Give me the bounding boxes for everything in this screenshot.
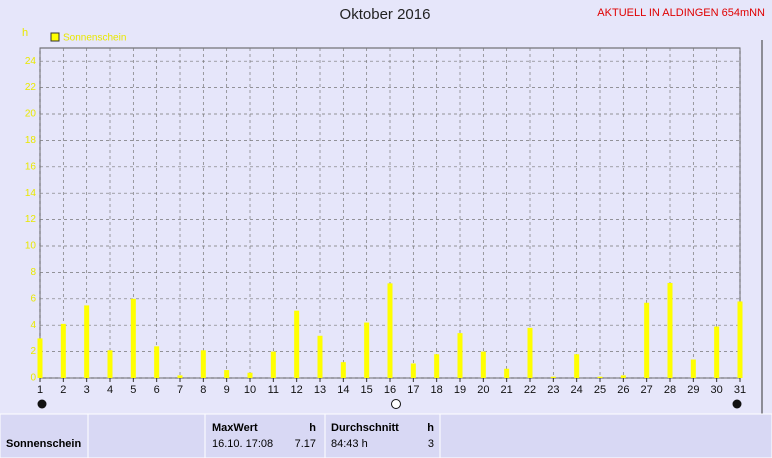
y-tick-label: 22 — [25, 82, 37, 93]
bar — [550, 376, 556, 378]
y-axis-label: h — [22, 27, 28, 39]
x-tick-label: 17 — [407, 384, 419, 396]
x-tick-label: 14 — [337, 384, 349, 396]
bar — [270, 351, 276, 378]
bar — [574, 354, 580, 378]
x-tick-label: 3 — [84, 384, 90, 396]
x-tick-label: 5 — [130, 384, 136, 396]
bar — [527, 327, 533, 378]
x-tick-label: 26 — [617, 384, 629, 396]
y-tick-label: 0 — [30, 373, 36, 384]
max-unit: h — [309, 422, 316, 434]
x-tick-label: 12 — [291, 384, 303, 396]
bar — [364, 322, 370, 378]
x-tick-label: 27 — [641, 384, 653, 396]
max-label: MaxWert — [212, 422, 258, 434]
avg-time: 84:43 h — [331, 438, 368, 450]
row-label: Sonnenschein — [6, 438, 81, 450]
x-tick-label: 28 — [664, 384, 676, 396]
bar — [84, 305, 90, 378]
y-tick-label: 24 — [25, 56, 37, 67]
bar — [107, 350, 113, 378]
bar — [340, 362, 346, 378]
bar — [620, 375, 626, 378]
avg-label: Durchschnitt — [331, 422, 399, 434]
legend-label: Sonnenschein — [63, 33, 126, 44]
x-tick-label: 13 — [314, 384, 326, 396]
table-bg — [0, 413, 772, 458]
bar — [224, 370, 230, 378]
x-tick-label: 23 — [547, 384, 559, 396]
bar — [177, 375, 183, 378]
bar — [457, 333, 463, 378]
bar — [737, 301, 743, 378]
bar — [690, 359, 696, 378]
bar — [294, 310, 300, 378]
y-tick-label: 12 — [25, 214, 37, 225]
x-tick-label: 18 — [431, 384, 443, 396]
y-tick-label: 20 — [25, 109, 37, 120]
bar — [37, 338, 43, 378]
legend-swatch — [50, 32, 60, 42]
chart-title: Oktober 2016 — [340, 6, 431, 23]
bottom-table: Sonnenschein MaxWert h 16.10. 17:08 7.17… — [0, 413, 772, 458]
y-tick-label: 18 — [25, 135, 37, 146]
bar — [317, 335, 323, 378]
x-tick-label: 20 — [477, 384, 489, 396]
x-tick-label: 6 — [154, 384, 160, 396]
x-tick-label: 4 — [107, 384, 113, 396]
x-tick-label: 30 — [711, 384, 723, 396]
station: AKTUELL IN ALDINGEN 654mNN — [597, 7, 765, 19]
bar — [480, 351, 486, 378]
y-tick-label: 10 — [25, 241, 37, 252]
x-tick-label: 1 — [37, 384, 43, 396]
x-tick-label: 11 — [268, 384, 279, 396]
max-value: 7.17 — [295, 438, 316, 450]
avg-value: 3 — [428, 438, 434, 450]
x-tick-label: 29 — [687, 384, 699, 396]
y-tick-label: 8 — [30, 267, 36, 278]
bar — [667, 282, 673, 378]
bar — [714, 326, 720, 378]
x-tick-label: 8 — [200, 384, 206, 396]
y-tick-label: 4 — [30, 320, 36, 331]
bar — [387, 283, 393, 378]
bar — [154, 346, 160, 378]
y-tick-label: 14 — [25, 188, 37, 199]
x-tick-label: 25 — [594, 384, 606, 396]
max-time: 16.10. 17:08 — [212, 438, 273, 450]
y-tick-label: 6 — [30, 293, 36, 304]
y-tick-label: 16 — [25, 161, 37, 172]
moon-icon — [37, 399, 47, 409]
x-tick-label: 16 — [384, 384, 396, 396]
x-tick-label: 9 — [224, 384, 230, 396]
x-tick-label: 21 — [501, 384, 513, 396]
y-tick-label: 2 — [30, 346, 36, 357]
x-tick-label: 2 — [60, 384, 66, 396]
bar — [597, 376, 603, 378]
bar — [644, 302, 650, 378]
x-tick-label: 24 — [571, 384, 583, 396]
bar — [130, 298, 136, 378]
x-tick-label: 31 — [734, 384, 746, 396]
bar — [434, 354, 440, 378]
x-tick-label: 22 — [524, 384, 536, 396]
bar — [60, 323, 66, 378]
bar — [247, 372, 253, 378]
avg-unit: h — [427, 422, 434, 434]
moon-icon — [732, 399, 742, 409]
bar — [200, 350, 206, 378]
x-tick-label: 15 — [361, 384, 373, 396]
bar — [410, 363, 416, 378]
x-tick-label: 19 — [454, 384, 466, 396]
bar — [504, 368, 510, 378]
x-tick-label: 10 — [244, 384, 256, 396]
x-tick-label: 7 — [177, 384, 183, 396]
moon-icon — [391, 399, 401, 409]
